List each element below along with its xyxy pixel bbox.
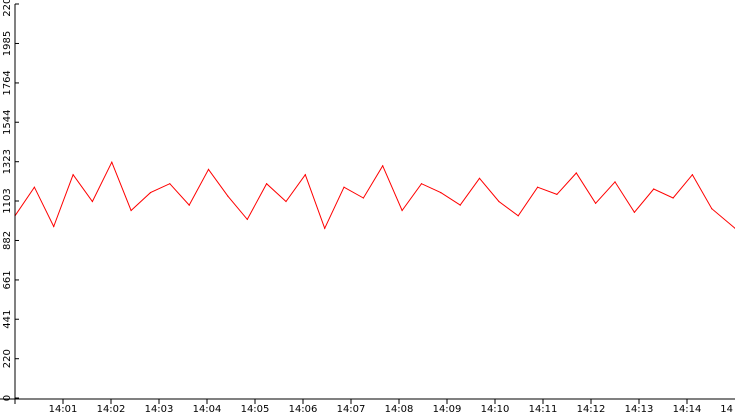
x-tick-label: 14:12	[577, 404, 606, 415]
series-point	[382, 165, 384, 167]
series-point	[33, 186, 36, 188]
series-point	[537, 186, 539, 188]
x-tick-label: 14:13	[625, 404, 654, 415]
x-tick-label: 14:02	[97, 404, 126, 415]
y-tick-label: 882	[2, 231, 13, 250]
series-point	[614, 181, 616, 183]
series-point	[478, 177, 481, 179]
y-tick-label: 1544	[2, 110, 13, 135]
series-point	[556, 193, 558, 195]
x-tick-label: 14:06	[289, 404, 318, 415]
series-point	[169, 183, 171, 185]
series-point	[266, 183, 268, 185]
series-point	[130, 209, 132, 212]
y-tick-label: 661	[2, 270, 13, 289]
y-tick-label: 0	[2, 395, 13, 401]
y-tick-label: 441	[2, 310, 13, 329]
series-point	[420, 183, 423, 185]
series-point	[595, 202, 597, 204]
series-point	[324, 227, 326, 229]
x-tick-label: 14:08	[385, 404, 414, 415]
x-tick-label: 14:11	[529, 404, 558, 415]
x-tick-label: 14:04	[193, 404, 222, 415]
series-point	[498, 200, 500, 203]
y-tick-label: 220	[2, 349, 13, 368]
series-point	[72, 174, 74, 176]
series-point	[653, 188, 655, 190]
y-tick-label: 1764	[2, 70, 13, 95]
series-line-layer	[14, 160, 735, 230]
x-tick-label: 14:03	[145, 404, 174, 415]
series-point	[362, 197, 364, 199]
series-point	[672, 197, 674, 199]
series-point	[401, 209, 403, 212]
series-point	[227, 195, 229, 197]
series-point	[575, 172, 577, 174]
x-axis: 14:01 14:02 14:03 14:04 14:05 14:06 14:07 14:08…	[0, 398, 735, 415]
series-point	[459, 204, 461, 206]
y-tick-label: 2206	[2, 0, 13, 17]
y-tick-label: 1985	[2, 31, 13, 56]
series-line	[14, 160, 735, 230]
x-tick-label: 14:05	[241, 404, 270, 415]
series-point	[91, 200, 93, 203]
series-point	[53, 225, 55, 228]
series-point	[285, 200, 287, 203]
x-tick-label: 14:14	[673, 404, 702, 415]
x-tick-label: 14:10	[481, 404, 510, 415]
series-point	[711, 208, 713, 210]
x-tick-label: 14:07	[337, 404, 366, 415]
series-point	[149, 192, 152, 194]
y-axis: 0 220 441 661 882 1103 1323 1544 1764 1985 2206	[2, 0, 19, 401]
series-point	[188, 204, 190, 206]
x-tick-label: 14:09	[433, 404, 462, 415]
series-point	[691, 174, 694, 176]
series-point	[246, 218, 248, 220]
series-point	[343, 186, 345, 188]
series-point	[207, 168, 210, 170]
series-point	[633, 211, 636, 213]
x-tick-label: 14:01	[49, 404, 78, 415]
x-tick-label: 14	[720, 404, 733, 415]
series-point	[111, 161, 113, 163]
series-point	[440, 192, 442, 194]
y-tick-label: 1103	[2, 188, 13, 213]
series-point	[304, 174, 306, 176]
y-tick-label: 1323	[2, 149, 13, 174]
series-point	[517, 215, 519, 217]
